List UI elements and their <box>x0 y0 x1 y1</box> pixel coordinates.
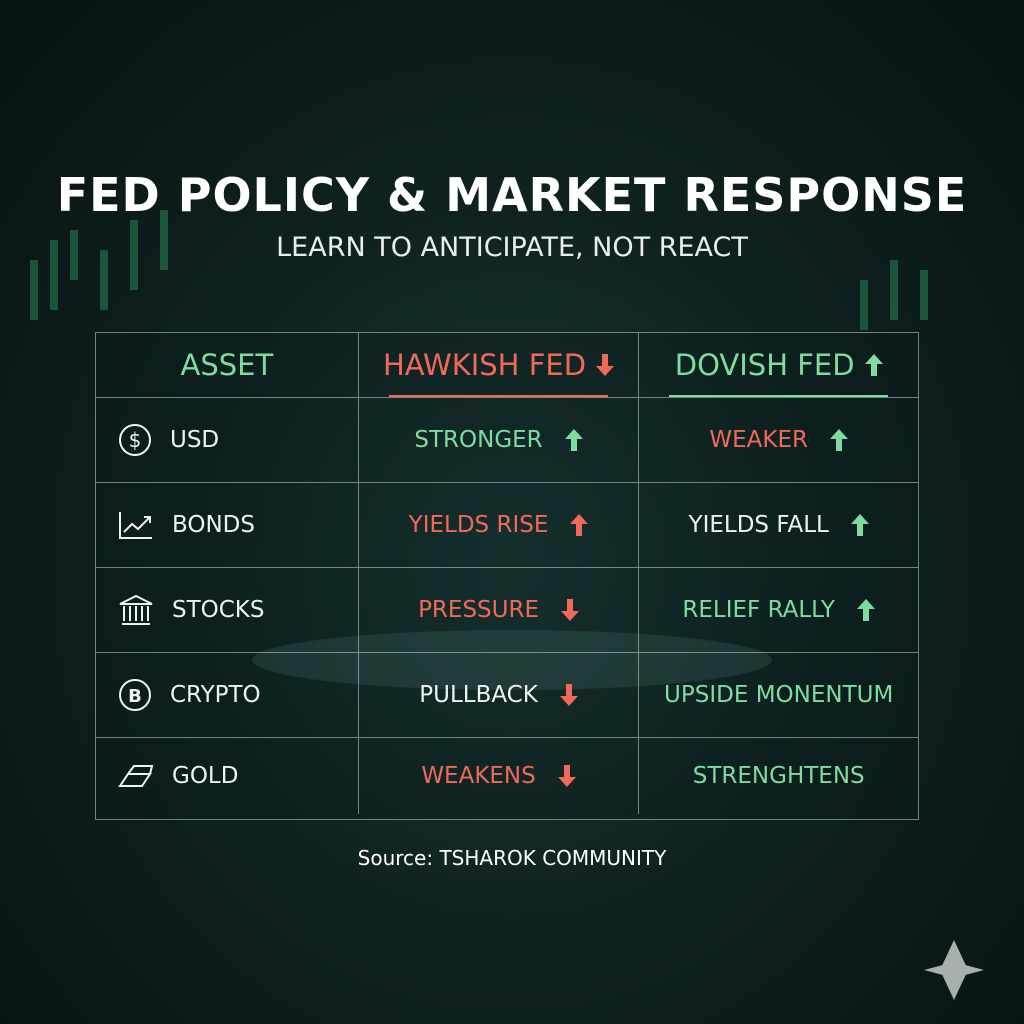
bitcoin-icon: B <box>119 679 151 711</box>
dollar-icon: $ <box>119 424 151 456</box>
header-cell: ASSET <box>96 333 359 397</box>
dovish-cell: WEAKER <box>639 398 918 482</box>
hawkish-text: PRESSURE <box>418 597 539 623</box>
arrow-up <box>856 599 875 621</box>
asset-label: CRYPTO <box>170 682 261 708</box>
dovish-text: YIELDS FALL <box>688 512 829 538</box>
dovish-text: RELIEF RALLY <box>682 597 835 623</box>
asset-label: GOLD <box>172 763 239 789</box>
gold-icon <box>118 765 154 787</box>
arrow-up <box>564 429 583 451</box>
column-label: ASSET <box>180 348 274 382</box>
arrow-up <box>850 514 869 536</box>
dovish-cell: RELIEF RALLY <box>639 568 918 652</box>
source-note: Source: TSHAROK COMMUNITY <box>357 846 667 870</box>
dovish-text: WEAKER <box>709 427 808 453</box>
hawkish-text: PULLBACK <box>419 682 538 708</box>
svg-text:B: B <box>128 686 142 707</box>
hawkish-cell: YIELDS RISE <box>359 483 640 567</box>
subtitle: LEARN TO ANTICIPATE, NOT REACT <box>276 232 748 263</box>
arrow-down <box>596 354 615 376</box>
table-row: BONDS YIELDS RISE YIELDS FALL <box>96 483 918 568</box>
hawkish-text: STRONGER <box>414 427 543 453</box>
asset-cell: BONDS <box>96 483 359 567</box>
underline <box>388 395 609 397</box>
hawkish-cell: PULLBACK <box>359 653 640 737</box>
dovish-cell: STRENGHTENS <box>639 738 918 814</box>
table-row: STOCKS PRESSURE RELIEF RALLY <box>96 568 918 653</box>
dovish-text: UPSIDE MONENTUM <box>664 682 894 708</box>
asset-cell: B CRYPTO <box>96 653 359 737</box>
table: ASSET HAWKISH FED DOVISH FED $ USD STRON… <box>95 332 919 820</box>
hawkish-text: YIELDS RISE <box>408 512 549 538</box>
dovish-cell: YIELDS FALL <box>639 483 918 567</box>
arrow-up <box>829 429 848 451</box>
column-label: HAWKISH FED <box>382 348 587 382</box>
svg-text:$: $ <box>129 428 142 452</box>
dovish-cell: UPSIDE MONENTUM <box>639 653 918 737</box>
chart-icon <box>119 512 152 539</box>
arrow-up <box>570 514 589 536</box>
hawkish-cell: PRESSURE <box>359 568 640 652</box>
asset-cell: $ USD <box>96 398 359 482</box>
asset-cell: GOLD <box>96 738 359 814</box>
table-row: B CRYPTO PULLBACK UPSIDE MONENTUM <box>96 653 918 738</box>
title: FED POLICY & MARKET RESPONSE <box>56 168 968 222</box>
column-label: DOVISH FED <box>674 348 855 382</box>
hawkish-cell: WEAKENS <box>359 738 640 814</box>
table-row: $ USD STRONGER WEAKER <box>96 398 918 483</box>
asset-label: STOCKS <box>172 597 265 623</box>
arrow-down <box>559 684 578 706</box>
arrow-down <box>561 599 579 621</box>
underline <box>669 395 888 397</box>
header-cell: HAWKISH FED <box>359 333 640 397</box>
table-row: GOLD WEAKENS STRENGHTENS <box>96 738 918 814</box>
hawkish-text: WEAKENS <box>421 763 536 789</box>
asset-label: BONDS <box>172 512 255 538</box>
arrow-up <box>864 354 883 376</box>
header-row: ASSET HAWKISH FED DOVISH FED <box>96 333 918 398</box>
asset-label: USD <box>170 427 220 453</box>
asset-cell: STOCKS <box>96 568 359 652</box>
bank-icon <box>119 594 153 625</box>
dovish-text: STRENGHTENS <box>692 763 865 789</box>
arrow-down <box>557 765 576 787</box>
header-cell: DOVISH FED <box>639 333 918 397</box>
hawkish-cell: STRONGER <box>359 398 640 482</box>
